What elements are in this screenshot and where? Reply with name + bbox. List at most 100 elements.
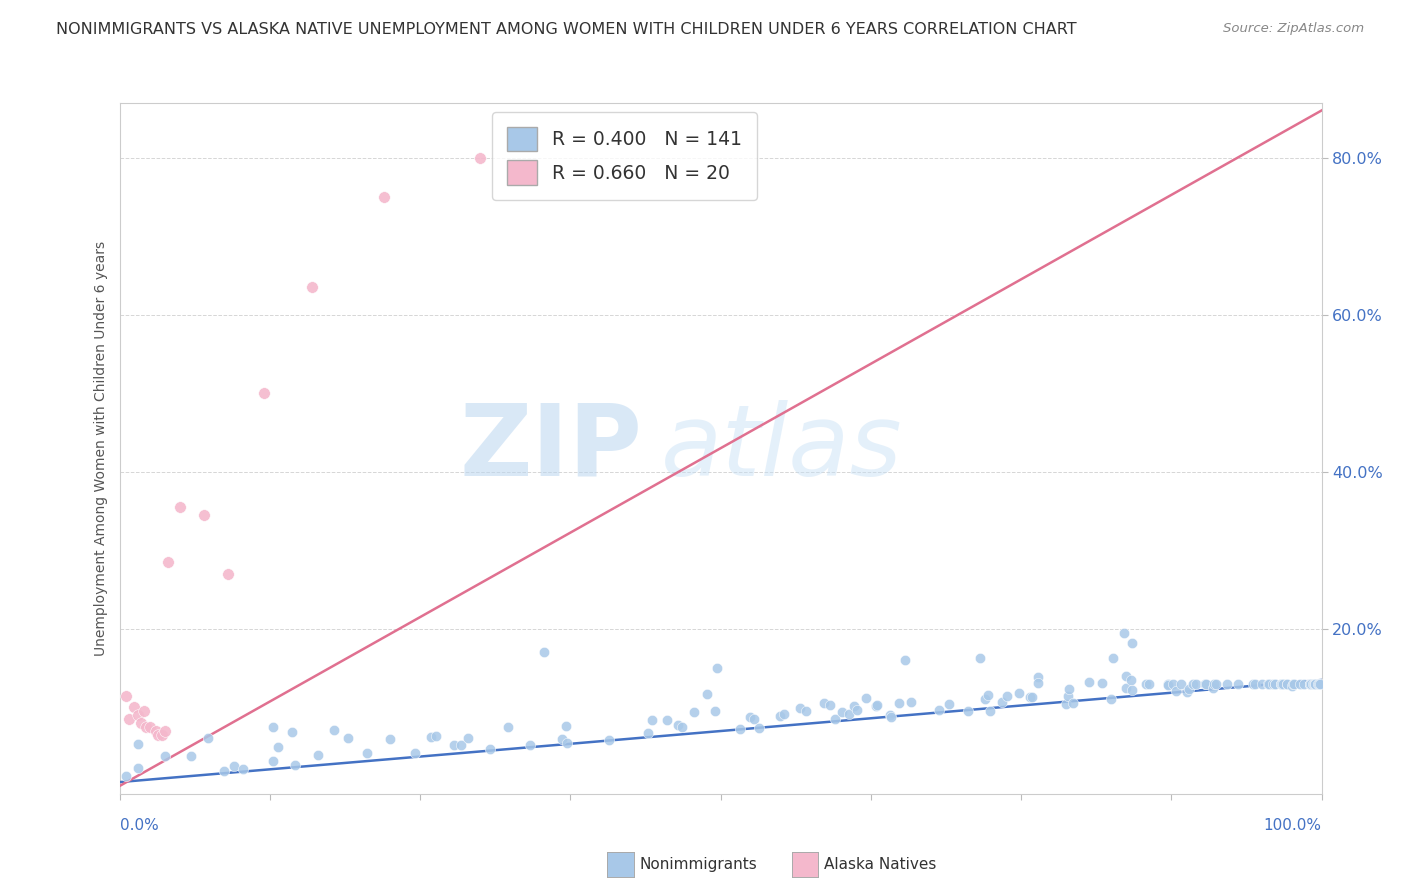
Point [1115,681,1137,696]
Point [1115,668,1137,682]
Point [1205,677,1227,691]
Point [323,723,346,737]
Text: Nonimmigrants: Nonimmigrants [640,857,758,871]
Point [145,724,167,739]
Point [682,706,704,720]
Point [1078,675,1101,690]
Point [132,705,155,719]
Point [127,737,149,751]
Point [1062,696,1084,710]
Point [1102,650,1125,665]
Point [1257,677,1279,691]
Point [457,731,479,745]
Point [1282,677,1305,691]
Point [373,190,395,204]
Point [267,739,290,754]
Point [307,748,329,763]
Point [1308,677,1330,691]
Point [1299,677,1322,691]
Point [425,729,447,743]
Point [969,651,991,665]
Point [889,696,911,710]
Point [974,692,997,706]
Point [356,746,378,760]
Point [845,703,868,717]
Point [1157,677,1180,691]
Text: Alaska Natives: Alaska Natives [824,857,936,871]
Point [443,738,465,752]
Point [1275,677,1298,691]
Point [938,697,960,711]
Point [1135,677,1157,691]
Point [420,731,443,745]
Point [262,754,284,768]
Point [1270,677,1292,691]
Point [1292,677,1315,691]
Point [1215,677,1237,691]
Point [1091,676,1114,690]
Point [212,764,235,779]
Point [284,758,307,772]
Point [1008,686,1031,700]
Point [818,698,841,712]
Point [1264,677,1286,691]
Point [831,705,853,719]
Text: 0.0%: 0.0% [120,818,159,832]
Point [1164,684,1187,698]
Point [1281,677,1303,691]
Point [813,696,835,710]
Point [728,722,751,736]
Point [1257,677,1279,691]
Point [696,687,718,701]
Point [1161,677,1184,691]
Point [1261,677,1284,691]
Point [900,695,922,709]
Point [844,699,866,714]
Point [637,726,659,740]
Point [995,689,1018,703]
Point [153,748,176,763]
Point [1271,677,1294,691]
Point [1121,683,1143,698]
Point [1019,690,1042,704]
Point [1270,677,1292,691]
Point [1054,697,1077,711]
Point [1309,677,1331,691]
Point [146,728,169,742]
Point [156,555,179,569]
Point [1137,677,1160,691]
Point [865,698,887,712]
Point [1303,677,1326,691]
Point [1026,670,1049,684]
Point [150,728,173,742]
Point [1121,636,1143,650]
Point [533,645,555,659]
Point [991,695,1014,709]
Point [666,718,689,732]
Point [1308,677,1330,691]
Point [1194,677,1216,691]
Point [1170,677,1192,691]
Point [1204,677,1226,691]
Point [977,688,1000,702]
Point [337,731,360,745]
Point [855,690,877,705]
Point [1251,677,1274,691]
Point [824,712,846,726]
Text: 100.0%: 100.0% [1264,818,1322,832]
Point [378,731,401,746]
Point [496,720,519,734]
Legend: R = 0.400   N = 141, R = 0.660   N = 20: R = 0.400 N = 141, R = 0.660 N = 20 [492,112,756,200]
Point [135,720,157,734]
Point [742,712,765,726]
Text: NONIMMIGRANTS VS ALASKA NATIVE UNEMPLOYMENT AMONG WOMEN WITH CHILDREN UNDER 6 YE: NONIMMIGRANTS VS ALASKA NATIVE UNEMPLOYM… [56,22,1077,37]
Point [957,704,980,718]
Point [1021,690,1043,704]
Point [1195,677,1218,691]
Point [169,500,191,515]
Point [555,736,578,750]
Point [253,386,276,401]
Point [519,739,541,753]
Point [404,746,426,760]
Point [479,742,502,756]
